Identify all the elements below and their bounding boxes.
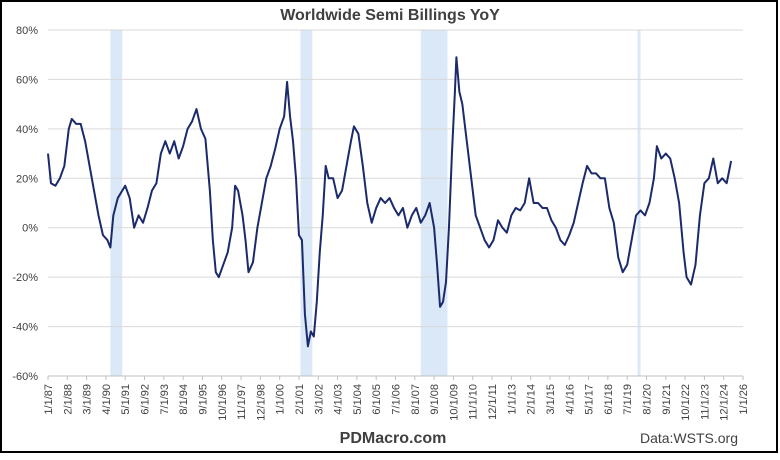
recession-band [420,30,448,376]
x-tick-label: 9/1/21 [661,384,673,415]
x-tick-label: 7/1/93 [159,384,171,415]
y-tick-label: 60% [16,74,38,86]
y-tick-label: -20% [12,272,38,284]
y-tick-label: 0% [22,223,38,235]
chart-title: Worldwide Semi Billings YoY [280,7,500,24]
x-tick-label: 8/1/94 [178,384,190,415]
x-tick-label: 6/1/05 [371,384,383,415]
x-tick-label: 5/1/17 [584,384,596,415]
data-line [47,56,733,348]
x-tick-label: 12/1/98 [255,384,267,421]
x-tick-label: 1/1/26 [738,384,750,415]
x-tick-label: 12/1/24 [719,384,731,421]
x-tick-label: 8/1/20 [641,384,653,415]
y-tick-label: -40% [12,322,38,334]
x-tick-label: 11/1/97 [236,384,248,420]
x-tick-label: 11/1/10 [468,384,480,420]
x-tick-label: 2/1/14 [526,384,538,415]
x-tick-label: 1/1/87 [43,384,55,415]
x-tick-label: 11/1/23 [699,384,711,420]
x-tick-label: 3/1/02 [313,384,325,415]
x-tick-label: 8/1/07 [410,384,422,415]
x-tick-label: 10/1/96 [217,384,229,421]
x-tick-label: 10/1/09 [448,384,460,421]
x-tick-label: 5/1/04 [352,384,364,415]
x-tick-label: 3/1/15 [545,384,557,415]
x-tick-label: 9/1/95 [197,384,209,415]
x-tick-label: 12/1/11 [487,384,499,420]
x-tick-label: 2/1/88 [62,384,74,415]
x-tick-label: 4/1/90 [101,384,113,415]
y-tick-label: 80% [16,25,38,37]
source: Data:WSTS.org [640,430,738,446]
x-tick-label: 4/1/16 [564,384,576,415]
y-tick-label: 40% [16,124,38,136]
x-tick-label: 2/1/01 [294,384,306,415]
recession-band [300,30,313,376]
x-tick-label: 1/1/13 [506,384,518,415]
x-tick-label: 6/1/92 [140,384,152,415]
x-tick-label: 6/1/18 [603,384,615,415]
x-tick-label: 7/1/06 [391,384,403,415]
y-tick-label: 20% [16,173,38,185]
x-tick-label: 3/1/89 [82,384,94,415]
x-tick-label: 5/1/91 [120,384,132,415]
website: PDMacro.com [340,430,447,447]
x-tick-label: 10/1/22 [680,384,692,421]
y-tick-label: -60% [12,371,38,383]
recession-band [637,30,641,376]
x-tick-label: 1/1/00 [275,384,287,415]
x-tick-label: 4/1/03 [333,384,345,415]
plot-area: -60% -40% -20% 0% 20% 40% 60% 80% 1/1/87 2/1/88 3/… [12,25,750,421]
x-tick-label: 7/1/19 [622,384,634,415]
x-tick-label: 9/1/08 [429,384,441,415]
